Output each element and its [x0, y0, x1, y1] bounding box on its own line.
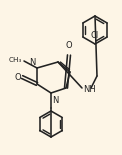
- Text: O: O: [66, 41, 72, 50]
- Text: Cl: Cl: [91, 31, 99, 40]
- Text: N: N: [30, 58, 36, 67]
- Text: N: N: [52, 96, 58, 105]
- Text: NH: NH: [83, 84, 96, 93]
- Text: O: O: [15, 73, 21, 82]
- Text: CH₃: CH₃: [9, 57, 22, 63]
